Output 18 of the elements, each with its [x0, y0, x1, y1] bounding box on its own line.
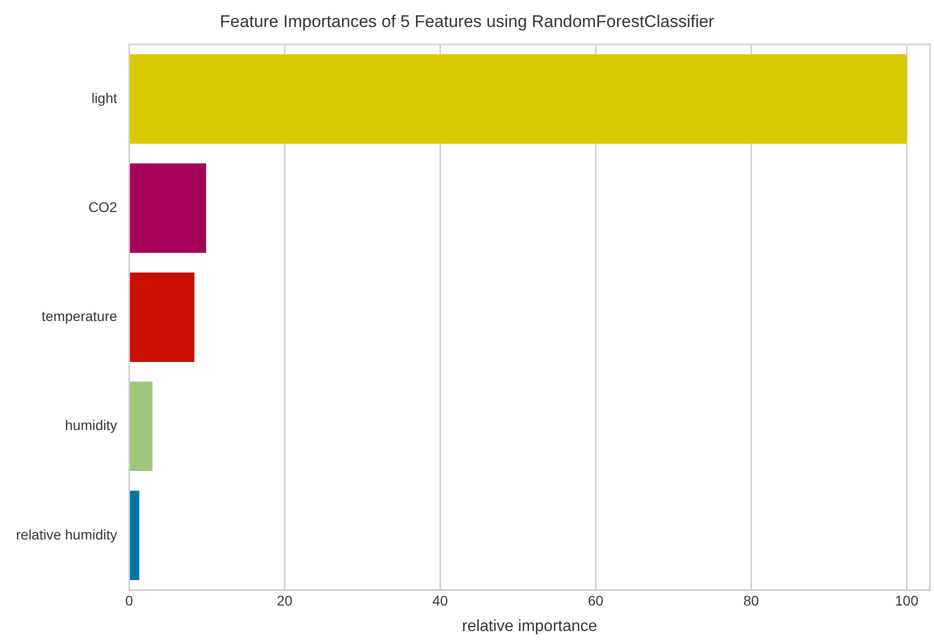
y-tick-label: humidity — [65, 417, 118, 434]
y-tick-label: CO2 — [88, 198, 118, 215]
x-tick-label: 100 — [894, 592, 919, 608]
x-tick-label: 20 — [276, 592, 293, 608]
y-tick-label: relative humidity — [16, 526, 118, 542]
bar — [130, 490, 140, 580]
x-tick-label: 40 — [432, 592, 448, 608]
x-tick-label: 80 — [743, 592, 760, 608]
x-axis-title: relative importance — [462, 618, 598, 635]
bar — [130, 272, 194, 362]
y-tick-label: temperature — [42, 308, 118, 324]
bar — [130, 163, 206, 253]
y-tick-label: light — [91, 90, 118, 106]
chart-title: Feature Importances of 5 Features using RandomForestClassifier — [220, 12, 714, 31]
x-tick-label: 60 — [588, 592, 604, 608]
x-tick-label: 0 — [125, 592, 134, 608]
bar — [130, 382, 152, 472]
bar — [130, 54, 907, 144]
